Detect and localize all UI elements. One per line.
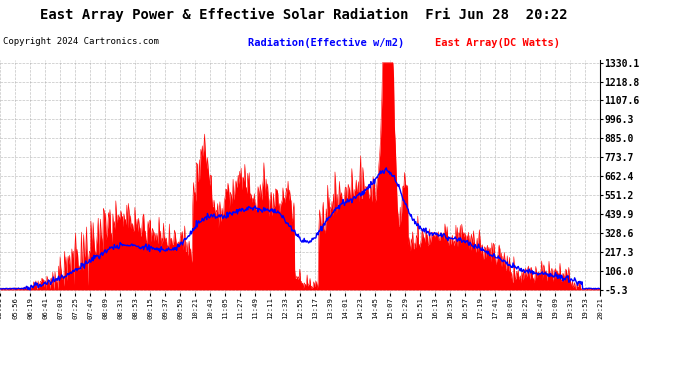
Text: Copyright 2024 Cartronics.com: Copyright 2024 Cartronics.com bbox=[3, 38, 159, 46]
Text: East Array Power & Effective Solar Radiation  Fri Jun 28  20:22: East Array Power & Effective Solar Radia… bbox=[40, 8, 567, 22]
Text: East Array(DC Watts): East Array(DC Watts) bbox=[435, 38, 560, 48]
Text: Radiation(Effective w/m2): Radiation(Effective w/m2) bbox=[248, 38, 404, 48]
